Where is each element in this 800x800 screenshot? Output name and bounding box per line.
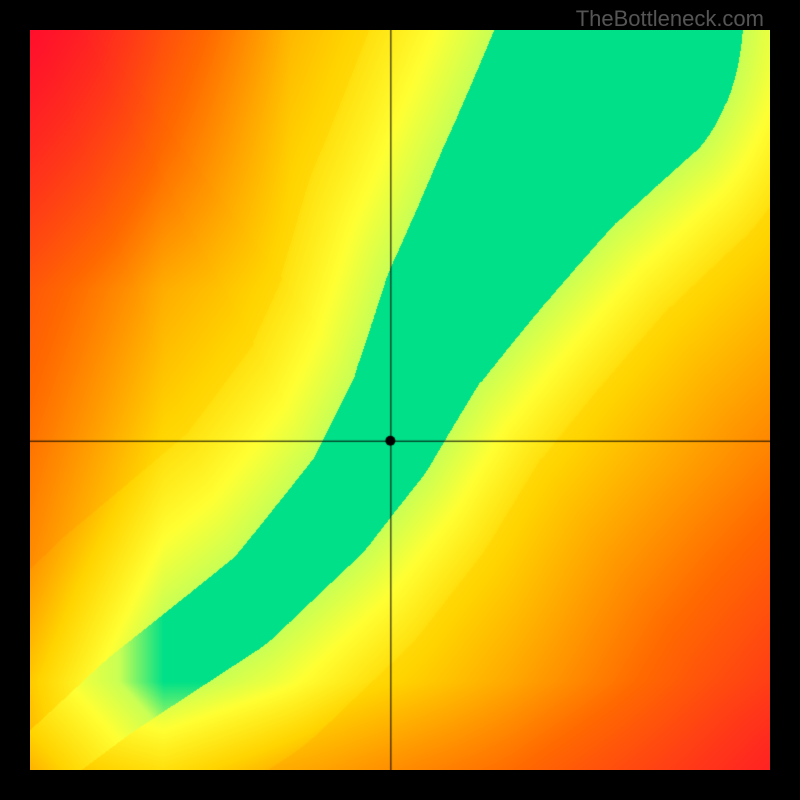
heatmap-plot — [30, 30, 770, 770]
watermark-text: TheBottleneck.com — [576, 6, 764, 32]
heatmap-canvas — [30, 30, 770, 770]
